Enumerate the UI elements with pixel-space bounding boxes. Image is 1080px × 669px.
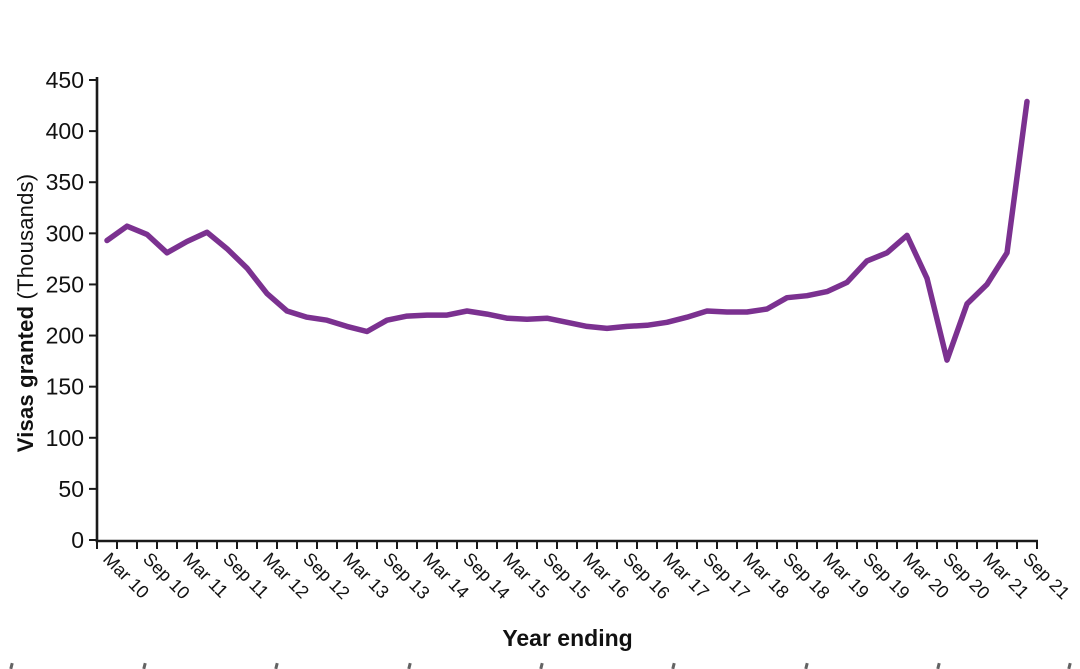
y-tick-label: 150 [46,374,84,400]
y-tick-label: 450 [46,67,84,93]
y-axis-title-unit: (Thousands) [13,173,38,300]
y-tick-label: 350 [46,169,84,195]
x-tick-label: Sep 21 [1019,549,1073,603]
y-axis-title: Visas granted (Thousands) [13,73,39,553]
y-tick-label: 100 [46,425,84,451]
visas-data-line [104,98,1030,363]
x-axis-title: Year ending [502,625,633,651]
y-tick-label: 0 [71,527,84,553]
y-tick-label: 300 [46,220,84,246]
y-tick-label: 200 [46,323,84,349]
y-tick-label: 400 [46,118,84,144]
y-tick-label: 50 [58,476,84,502]
y-axis-title-main: Visas granted [13,305,38,453]
y-tick-label: 250 [46,271,84,297]
